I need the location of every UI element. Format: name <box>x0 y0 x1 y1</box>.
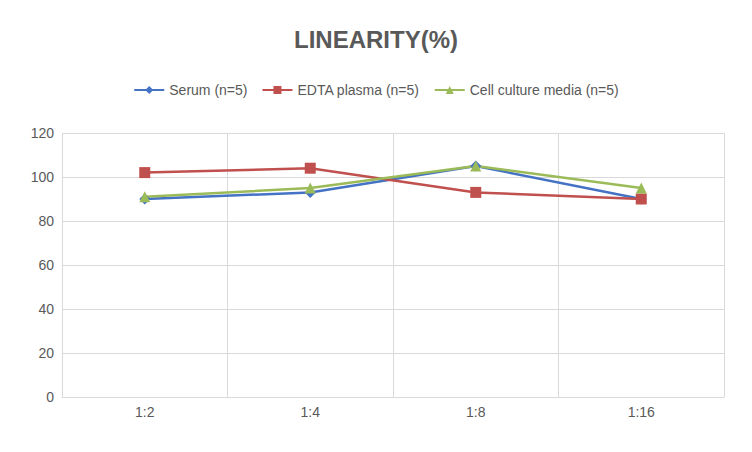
svg-text:60: 60 <box>38 257 54 273</box>
svg-text:40: 40 <box>38 301 54 317</box>
svg-text:Cell culture media (n=5): Cell culture media (n=5) <box>470 82 619 98</box>
svg-text:Serum (n=5): Serum (n=5) <box>169 82 247 98</box>
svg-text:1:16: 1:16 <box>628 404 655 420</box>
svg-text:LINEARITY(%): LINEARITY(%) <box>294 26 458 53</box>
svg-text:120: 120 <box>31 125 55 141</box>
svg-text:1:2: 1:2 <box>135 404 155 420</box>
svg-text:1:4: 1:4 <box>301 404 321 420</box>
svg-text:100: 100 <box>31 169 55 185</box>
svg-text:0: 0 <box>46 389 54 405</box>
svg-text:EDTA plasma (n=5): EDTA plasma (n=5) <box>297 82 419 98</box>
svg-text:80: 80 <box>38 213 54 229</box>
svg-text:1:8: 1:8 <box>466 404 486 420</box>
svg-text:20: 20 <box>38 345 54 361</box>
